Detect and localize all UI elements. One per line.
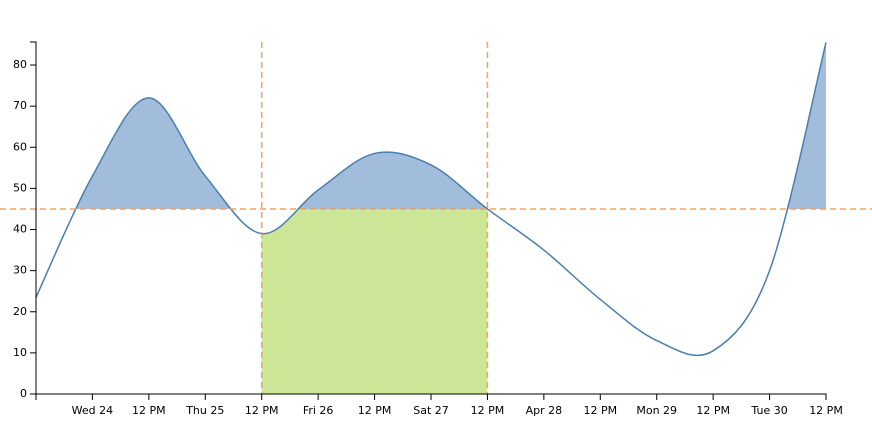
y-tick-label: 80 [13,58,27,71]
x-tick-label: 12 PM [696,404,730,417]
y-tick-label: 20 [13,305,27,318]
y-tick-label: 0 [20,387,27,400]
x-tick-label: Tue 30 [750,404,787,417]
x-tick-label: Mon 29 [636,404,677,417]
x-tick-label: 12 PM [245,404,279,417]
y-tick-label: 30 [13,264,27,277]
x-tick-label: 12 PM [809,404,843,417]
x-tick-label: 12 PM [132,404,166,417]
x-tick-label: Apr 28 [526,404,563,417]
line [35,42,827,356]
y-tick-label: 10 [13,346,27,359]
y-tick-label: 70 [13,99,27,112]
y-tick-label: 40 [13,223,27,236]
y-tick-label: 50 [13,181,27,194]
y-axis [30,41,37,395]
x-tick-label: Thu 25 [185,404,224,417]
highlight-area [261,208,488,394]
x-tick-label: 12 PM [583,404,617,417]
x-tick-label: Wed 24 [72,404,113,417]
x-tick-label: Fri 26 [303,404,334,417]
above-threshold-area [36,42,826,209]
x-tick-label: Sat 27 [413,404,449,417]
x-tick-label: 12 PM [471,404,505,417]
x-tick-label: 12 PM [358,404,392,417]
y-tick-label: 60 [13,140,27,153]
